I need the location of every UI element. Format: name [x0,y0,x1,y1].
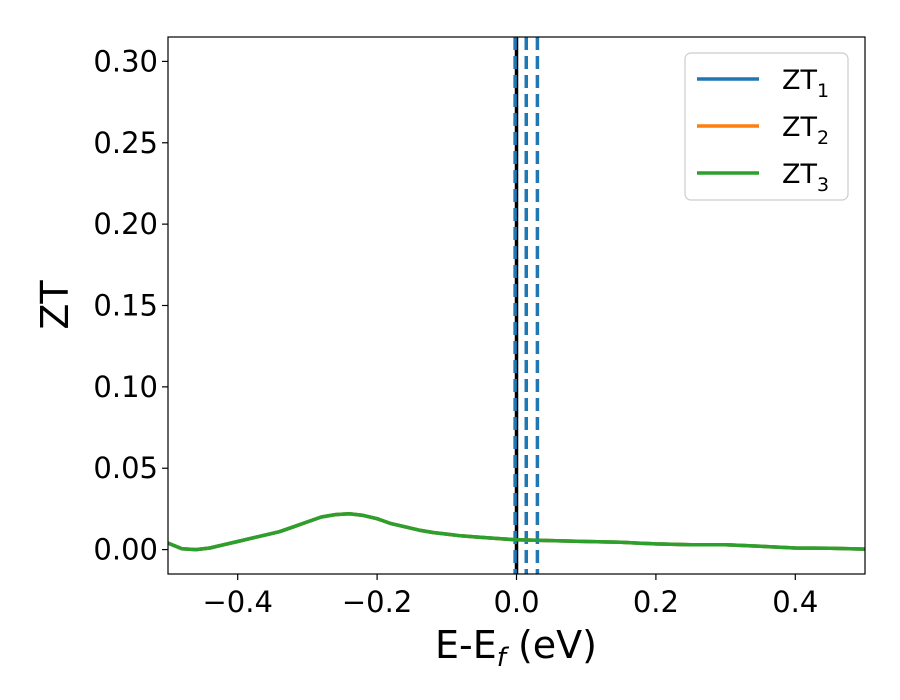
y-tick-label: 0.05 [93,451,158,485]
y-tick-label: 0.30 [93,44,158,78]
legend: ZT1 ZT2 ZT3 [684,52,849,201]
x-tick-label: −0.4 [202,585,272,619]
series-lines [168,512,865,552]
reference-lines [513,37,540,574]
legend-label: ZT3 [782,159,829,196]
x-tick-label: 0.4 [772,585,818,619]
y-tick-label: 0.10 [93,370,158,404]
y-tick-label: 0.15 [93,289,158,323]
y-tick-label: 0.25 [93,126,158,160]
y-axis-label: ZT [33,280,77,330]
y-tick-label: 0.20 [93,207,158,241]
x-axis: −0.4 −0.2 0.0 0.2 0.4 [202,574,818,619]
x-tick-label: −0.2 [342,585,412,619]
x-tick-label: 0.0 [493,585,539,619]
y-axis: 0.00 0.05 0.10 0.15 0.20 0.25 0.30 [93,44,168,567]
legend-label: ZT2 [782,112,829,149]
legend-box [684,52,849,201]
series-line-zt3 [168,512,865,552]
x-axis-label: E-Ef (eV) [435,623,597,673]
x-tick-label: 0.2 [633,585,679,619]
legend-label: ZT1 [782,65,829,102]
y-tick-label: 0.00 [93,533,158,567]
